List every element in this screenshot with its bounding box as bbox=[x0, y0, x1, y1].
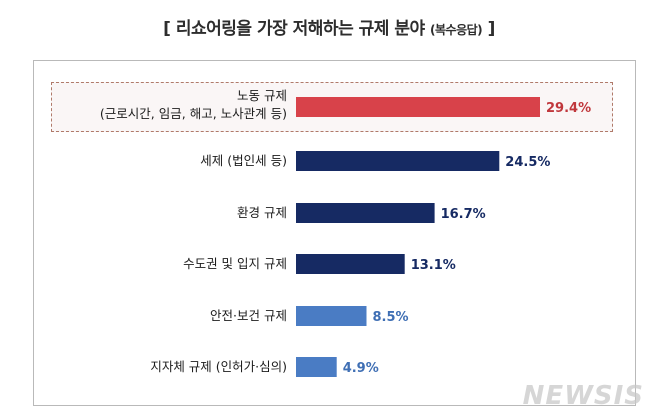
category-label-4: 안전·보건 규제 bbox=[210, 308, 287, 323]
category-label-5: 지자체 규제 (인허가·심의) bbox=[150, 359, 287, 374]
value-label-0: 29.4% bbox=[546, 101, 591, 116]
value-label-5: 4.9% bbox=[343, 361, 379, 376]
newsis-watermark: NEWSIS bbox=[522, 381, 644, 411]
title-sub: (복수응답) bbox=[430, 23, 483, 37]
bar-2 bbox=[296, 203, 435, 223]
value-label-4: 8.5% bbox=[373, 310, 409, 325]
value-label-2: 16.7% bbox=[441, 207, 486, 222]
chart-title: [ 리쇼어링을 가장 저해하는 규제 분야 (복수응답) ] bbox=[0, 14, 658, 39]
category-label-1: 세제 (법인세 등) bbox=[200, 153, 287, 168]
bar-4 bbox=[296, 306, 367, 326]
title-bracket-close: ] bbox=[487, 19, 496, 39]
value-label-3: 13.1% bbox=[411, 258, 456, 273]
bar-1 bbox=[296, 151, 500, 171]
category-label-0-line-0: 노동 규제 bbox=[237, 88, 287, 103]
bar-3 bbox=[296, 254, 405, 274]
category-label-2: 환경 규제 bbox=[237, 205, 287, 220]
value-label-1: 24.5% bbox=[505, 155, 550, 170]
title-main: 리쇼어링을 가장 저해하는 규제 분야 bbox=[175, 19, 425, 39]
chart-frame bbox=[33, 60, 636, 406]
category-label-3: 수도권 및 입지 규제 bbox=[183, 256, 287, 271]
bar-5 bbox=[296, 357, 337, 377]
bar-0 bbox=[296, 97, 540, 117]
category-label-0-line-1: (근로시간, 임금, 해고, 노사관계 등) bbox=[100, 106, 287, 121]
title-bracket-open: [ bbox=[163, 19, 171, 39]
